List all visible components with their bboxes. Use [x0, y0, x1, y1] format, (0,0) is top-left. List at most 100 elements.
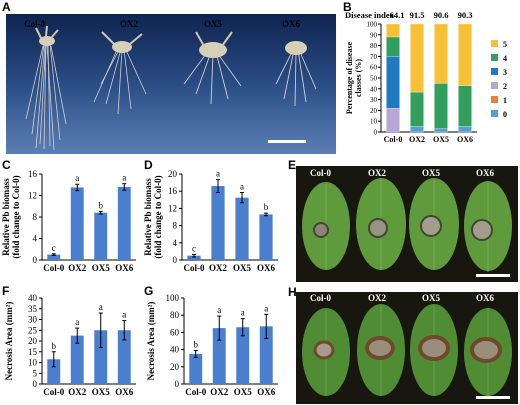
x-tick-label: OX6 [457, 135, 473, 144]
x-tick-label: Col-0 [43, 387, 64, 397]
y-axis-label-line: Percentage of disease [345, 41, 354, 114]
legend-swatch [491, 68, 498, 75]
x-tick-label: OX6 [257, 263, 276, 273]
significance-letter: a [216, 169, 220, 179]
y-tick-label: 4 [33, 234, 38, 244]
x-tick-label: OX5 [234, 387, 253, 397]
y-axis-label: Necrosis Area (mm²) [4, 302, 14, 381]
stacked-bar-segment [386, 108, 400, 133]
panel-letter-f: F [2, 284, 10, 298]
leaf-photo-label: OX5 [422, 168, 440, 178]
y-axis-label: Percentage of diseaseclasses (%) [345, 41, 363, 114]
y-tick-label: 50 [370, 75, 378, 83]
y-axis-label-line: classes (%) [354, 59, 363, 97]
leaf-photo-label: Col-0 [310, 293, 331, 303]
stacked-bar-segment [434, 83, 448, 129]
y-tick-label: 0 [33, 255, 38, 265]
scale-bar [268, 140, 306, 143]
y-tick-label: 100 [166, 293, 180, 303]
y-tick-label: 60 [170, 327, 180, 337]
x-tick-label: OX2 [209, 263, 228, 273]
leaf-photo-e: Col-0 OX2 OX5 OX6 [296, 166, 518, 282]
root-photo-drawing [6, 14, 336, 154]
legend-swatch [491, 110, 498, 117]
y-tick-label: 12 [168, 203, 177, 213]
leaf-photo-e-drawing [302, 178, 512, 277]
y-tick-label: 15 [28, 347, 38, 357]
y-axis-label-line: (fold change to Col-0) [153, 175, 163, 258]
bar [47, 359, 61, 384]
y-tick-label: 20 [370, 107, 378, 115]
bar [70, 335, 84, 384]
y-tick-label: 40 [28, 293, 38, 303]
y-tick-label: 40 [370, 85, 378, 93]
x-tick-label: OX6 [115, 263, 134, 273]
bar [259, 326, 273, 384]
panel-letter-e: E [288, 158, 297, 172]
bar [94, 330, 108, 384]
leaf-photo-label: OX6 [476, 293, 494, 303]
x-tick-label: Col-0 [184, 263, 205, 273]
y-axis-label-line: Necrosis Area (mm²) [146, 302, 156, 381]
y-axis-label-line: (fold change to Col-0) [11, 175, 21, 258]
disease-index-value: 64.1 [390, 10, 405, 20]
leaf-photo-h-drawing [302, 304, 512, 399]
significance-letter: a [217, 305, 221, 315]
bar [211, 186, 225, 260]
significance-letter: a [99, 302, 103, 312]
stacked-bar-segment [458, 126, 472, 133]
y-tick-label: 12 [28, 191, 37, 201]
x-tick-label: OX5 [92, 263, 111, 273]
y-tick-label: 4 [173, 238, 178, 248]
y-tick-label: 8 [173, 221, 178, 231]
legend-label: 5 [503, 40, 507, 49]
y-tick-label: 60 [370, 64, 378, 72]
y-tick-label: 80 [370, 42, 378, 50]
x-tick-label: OX6 [115, 387, 134, 397]
y-tick-label: 35 [28, 304, 38, 314]
significance-letter: b [194, 339, 199, 349]
panel-letter-d: D [144, 158, 153, 172]
y-axis-label-line: Relative Pb biomass [143, 178, 153, 256]
y-tick-label: 0 [175, 379, 180, 389]
y-tick-label: 10 [28, 358, 38, 368]
y-tick-label: 0 [173, 255, 178, 265]
significance-letter: a [75, 173, 79, 183]
bar [47, 254, 61, 260]
legend-swatch [491, 54, 498, 61]
bar [187, 255, 201, 260]
significance-letter: a [264, 303, 268, 313]
x-tick-label: OX5 [433, 135, 449, 144]
stacked-bar-segment [434, 23, 448, 84]
stacked-bar-segment [386, 23, 400, 38]
significance-letter: b [52, 341, 57, 351]
x-tick-label: OX5 [233, 263, 252, 273]
y-tick-label: 10 [370, 118, 378, 126]
y-tick-label: 20 [170, 362, 180, 372]
significance-letter: a [241, 308, 245, 318]
y-tick-label: 16 [28, 169, 38, 179]
disease-index-value: 90.6 [434, 10, 449, 20]
bar [212, 328, 226, 384]
leaf-photo-label: OX2 [368, 293, 386, 303]
y-tick-label: 70 [370, 53, 378, 61]
stacked-bar-segment [458, 85, 472, 127]
bar [235, 197, 249, 260]
disease-index-label: Disease index [345, 10, 395, 20]
stacked-bar-segment [410, 126, 424, 133]
x-tick-label: OX2 [210, 387, 229, 397]
leaf-photo-label: Col-0 [310, 168, 331, 178]
y-tick-label: 80 [170, 310, 180, 320]
x-tick-label: OX2 [68, 387, 87, 397]
y-tick-label: 20 [168, 169, 178, 179]
bar [117, 330, 131, 384]
significance-letter: b [99, 200, 104, 210]
legend-swatch [491, 96, 498, 103]
bar [189, 353, 203, 384]
leaf-photo-label: OX2 [368, 168, 386, 178]
y-tick-label: 40 [170, 345, 180, 355]
leaf-photo-h: Col-0 OX2 OX5 OX6 [296, 292, 518, 404]
stacked-bar-segment [458, 23, 472, 86]
